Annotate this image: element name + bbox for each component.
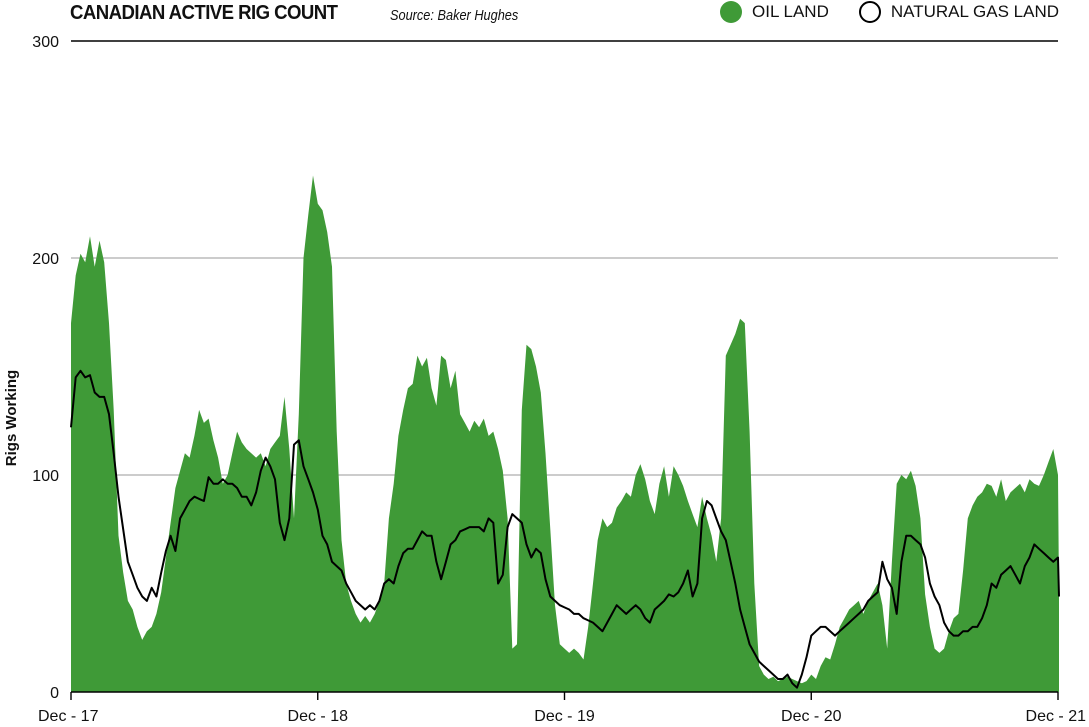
y-tick-label: 200	[32, 251, 59, 268]
chart-title: CANADIAN ACTIVE RIG COUNT	[70, 2, 338, 24]
legend-label-gas: NATURAL GAS LAND	[890, 2, 1059, 21]
x-tick-label: Dec - 18	[288, 708, 349, 725]
legend: OIL LAND NATURAL GAS LAND	[700, 1, 1059, 23]
x-tick-label: Dec - 21	[1026, 708, 1087, 725]
gas-swatch-icon	[858, 1, 881, 23]
grid	[71, 40, 1058, 476]
legend-item-oil: OIL LAND	[720, 1, 829, 23]
legend-item-gas: NATURAL GAS LAND	[858, 1, 1059, 23]
y-tick-label: 300	[32, 34, 59, 51]
legend-label-oil: OIL LAND	[752, 2, 829, 21]
series-area-oil-land	[71, 175, 1059, 692]
chart-subtitle: Source: Baker Hughes	[390, 7, 519, 24]
x-tick-label: Dec - 20	[781, 708, 842, 725]
x-tick-label: Dec - 19	[534, 708, 595, 725]
y-tick-label: 100	[32, 468, 59, 485]
series-layer	[70, 175, 1060, 692]
y-tick-label: 0	[50, 685, 59, 702]
series-line-natural-gas-land	[70, 369, 1060, 689]
oil-swatch-icon	[720, 1, 742, 23]
y-axis-title: Rigs Working	[3, 370, 20, 466]
x-tick-label: Dec - 17	[38, 708, 99, 725]
axes: 0 100 200 300 Dec - 17 Dec - 18 Dec - 19 Dec - …	[32, 34, 1086, 725]
